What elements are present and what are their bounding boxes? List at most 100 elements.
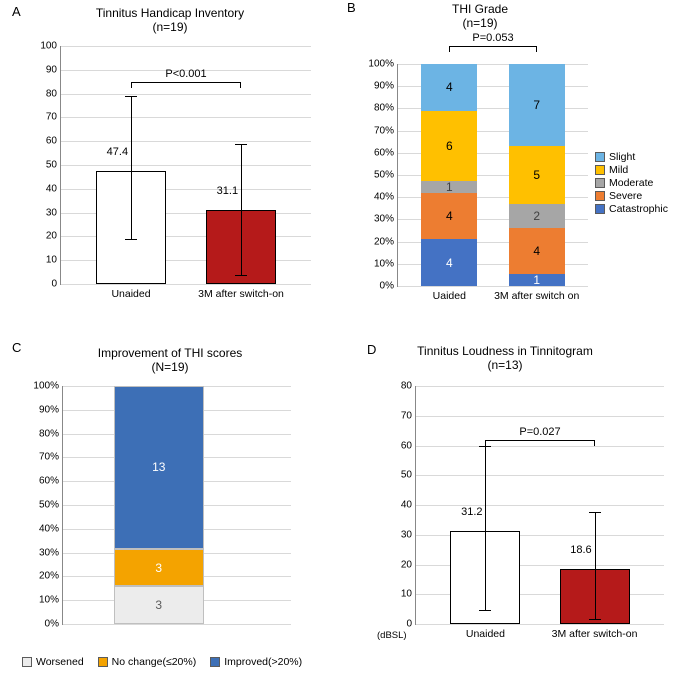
stack-segment-slight: 7 (509, 64, 565, 146)
significance-label: P=0.027 (519, 426, 560, 438)
y-tick: 30 (46, 207, 61, 218)
panel-b-title-l2: (n=19) (462, 16, 497, 30)
y-tick: 80 (401, 381, 416, 392)
stack-segment-severe: 4 (421, 193, 477, 240)
x-label: 3M after switch-on (198, 284, 284, 300)
panel-b-title: THI Grade (n=19) (345, 2, 615, 31)
y-tick: 40% (39, 523, 63, 534)
y-tick: 70% (39, 452, 63, 463)
y-tick: 80 (46, 88, 61, 99)
stack-segment-catastrophic: 1 (509, 274, 565, 286)
panel-a-title-l1: Tinnitus Handicap Inventory (96, 6, 244, 20)
panel-a: A Tinnitus Handicap Inventory (n=19) 010… (10, 0, 330, 330)
bar-value-label: 18.6 (570, 544, 591, 556)
x-label: 3M after switch on (494, 286, 579, 302)
significance-bracket (449, 46, 536, 47)
panel-b-title-l1: THI Grade (452, 2, 508, 16)
y-tick: 80% (39, 428, 63, 439)
legend-label: Slight (609, 151, 635, 163)
y-tick: 0% (45, 619, 63, 630)
stack-segment-improved: 13 (114, 386, 204, 549)
stack-segment-slight: 4 (421, 64, 477, 111)
y-tick: 30% (39, 547, 63, 558)
y-tick: 60% (374, 147, 398, 158)
y-tick: 0 (51, 279, 61, 290)
y-tick: 50 (401, 470, 416, 481)
y-tick: 20% (374, 236, 398, 247)
y-tick: 100% (33, 381, 63, 392)
x-label: Uaided (433, 286, 466, 302)
bar-value-label: 31.1 (217, 185, 238, 197)
y-tick: 20% (39, 571, 63, 582)
bar: 47.4 (96, 171, 166, 284)
stack-segment-mild: 6 (421, 111, 477, 181)
panel-a-title: Tinnitus Handicap Inventory (n=19) (10, 6, 330, 35)
y-tick: 70 (401, 410, 416, 421)
stack-segment-worsened: 3 (114, 586, 204, 624)
y-tick: 60% (39, 476, 63, 487)
bar: 31.2 (450, 531, 520, 624)
panel-b: B THI Grade (n=19) 0%10%20%30%40%50%60%7… (345, 0, 685, 330)
significance-label: P<0.001 (165, 68, 206, 80)
stack-segment-severe: 4 (509, 228, 565, 275)
y-tick: 90% (39, 404, 63, 415)
y-tick: 90 (46, 64, 61, 75)
panel-c-title-l1: Improvement of THI scores (98, 346, 243, 360)
panel-d-title: Tinnitus Loudness in Tinnitogram (n=13) (345, 344, 665, 373)
y-tick: 10 (401, 589, 416, 600)
y-tick: 50% (374, 170, 398, 181)
significance-bracket (131, 82, 241, 83)
legend-item-improved: Improved(>20%) (210, 656, 302, 668)
stack-segment-moderate: 2 (509, 204, 565, 227)
y-tick: 20 (401, 559, 416, 570)
panel-d: D Tinnitus Loudness in Tinnitogram (n=13… (345, 340, 685, 685)
x-label: Unaided (466, 624, 505, 640)
bar-value-label: 47.4 (107, 146, 128, 158)
y-tick: 20 (46, 231, 61, 242)
panel-b-legend: SlightMildModerateSevereCatastrophic (595, 150, 668, 216)
legend-label: Improved(>20%) (224, 656, 302, 668)
panel-c-legend: Worsened No change(≤20%) Improved(>20%) (22, 656, 302, 668)
y-tick: 0 (406, 619, 416, 630)
significance-label: P=0.053 (472, 32, 513, 44)
panel-d-y-unit: (dBSL) (377, 630, 407, 641)
legend-label: Mild (609, 164, 628, 176)
stack-segment-mild: 5 (509, 146, 565, 204)
y-tick: 90% (374, 81, 398, 92)
panel-a-plot: 010203040506070809010047.4Unaided31.13M … (60, 46, 311, 285)
y-tick: 10% (374, 258, 398, 269)
bar: 18.6 (560, 569, 630, 624)
significance-bracket (485, 440, 594, 441)
panel-c-title-l2: (N=19) (151, 360, 188, 374)
panel-d-title-l2: (n=13) (487, 358, 522, 372)
panel-c: C Improvement of THI scores (N=19) 0%10%… (10, 340, 330, 685)
y-tick: 10 (46, 255, 61, 266)
y-tick: 0% (380, 281, 398, 292)
legend-label: Worsened (36, 656, 84, 668)
y-tick: 100 (40, 41, 61, 52)
panel-c-plot: 0%10%20%30%40%50%60%70%80%90%100%3313 (62, 386, 291, 625)
legend-item-catastrophic: Catastrophic (595, 203, 668, 215)
stack-segment-moderate: 1 (421, 181, 477, 193)
y-tick: 70 (46, 112, 61, 123)
y-tick: 70% (374, 125, 398, 136)
legend-item-mild: Mild (595, 164, 668, 176)
legend-item-moderate: Moderate (595, 177, 668, 189)
x-label: Unaided (111, 284, 150, 300)
y-tick: 100% (368, 59, 398, 70)
bar: 31.1 (206, 210, 276, 284)
legend-label: No change(≤20%) (112, 656, 197, 668)
stacked-bar: 44164 (421, 64, 477, 286)
y-tick: 40 (46, 183, 61, 194)
stacked-bar: 3313 (114, 386, 204, 624)
legend-label: Moderate (609, 177, 653, 189)
y-tick: 80% (374, 103, 398, 114)
legend-item-nochange: No change(≤20%) (98, 656, 197, 668)
y-tick: 60 (401, 440, 416, 451)
y-tick: 50 (46, 160, 61, 171)
legend-item-severe: Severe (595, 190, 668, 202)
legend-item-slight: Slight (595, 151, 668, 163)
panel-a-title-l2: (n=19) (152, 20, 187, 34)
figure: A Tinnitus Handicap Inventory (n=19) 010… (0, 0, 685, 691)
y-tick: 40 (401, 500, 416, 511)
